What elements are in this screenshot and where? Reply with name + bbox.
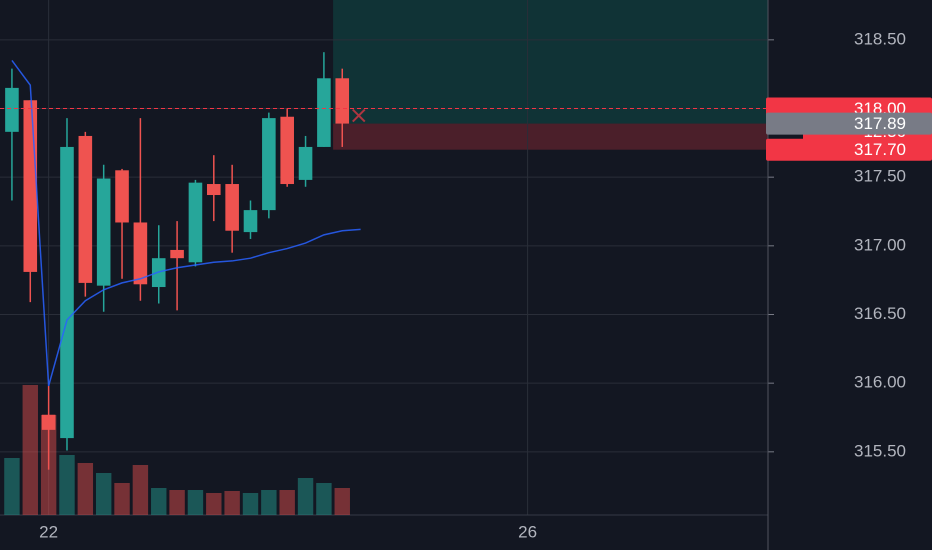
volume-bar — [279, 490, 295, 515]
candle-body — [96, 178, 111, 286]
y-tick-label: 318.50 — [854, 29, 906, 48]
volume-bar — [169, 490, 185, 515]
candle-body — [115, 170, 129, 223]
position-marker — [352, 108, 366, 123]
volume-bar — [316, 483, 332, 515]
volume-bar — [114, 483, 130, 515]
volume-bar — [261, 490, 277, 515]
moving-average — [11, 59, 361, 387]
candle-body — [207, 184, 221, 196]
y-tick-label: 317.50 — [854, 167, 906, 186]
candle-body — [23, 100, 38, 272]
candle-body — [317, 78, 331, 147]
volume-bar — [4, 458, 20, 515]
candle-body — [60, 146, 74, 439]
price-label-box — [766, 138, 932, 161]
y-tick-label: 317.00 — [854, 235, 906, 254]
volume-bar — [95, 473, 112, 515]
y-tick-label: 315.50 — [854, 441, 906, 460]
volume-bar — [22, 385, 38, 515]
price-label: 317.89 — [854, 114, 906, 133]
volume-bar — [151, 488, 167, 515]
x-tick-label: 26 — [518, 522, 537, 541]
stop-zone — [333, 123, 768, 150]
candle-body — [5, 87, 19, 132]
price-label: 317.70 — [854, 140, 906, 159]
candle-body — [335, 78, 350, 124]
volume-bar — [132, 465, 149, 515]
y-tick-label: 316.50 — [854, 304, 906, 323]
candle-body — [188, 182, 203, 263]
candle-body — [262, 118, 276, 211]
volume-bar — [206, 493, 222, 515]
candle-body — [170, 249, 184, 259]
volume-bar — [77, 463, 94, 515]
price-label-box — [766, 112, 932, 135]
volume-bar — [59, 455, 75, 515]
candle-body — [78, 135, 93, 283]
candle-body — [280, 116, 294, 185]
candle-body — [298, 146, 313, 180]
volume-bar — [297, 478, 314, 515]
candle-body — [41, 414, 56, 430]
target-zone — [333, 0, 768, 124]
volume-bar — [224, 491, 240, 515]
volume-bar — [242, 493, 259, 515]
volume-bar — [334, 488, 350, 515]
candle-body — [225, 184, 239, 231]
y-tick-label: 316.00 — [854, 373, 906, 392]
volume-bar — [187, 490, 204, 515]
candle-body — [243, 210, 258, 233]
candle-body — [133, 222, 148, 285]
x-tick-label: 22 — [39, 522, 58, 541]
